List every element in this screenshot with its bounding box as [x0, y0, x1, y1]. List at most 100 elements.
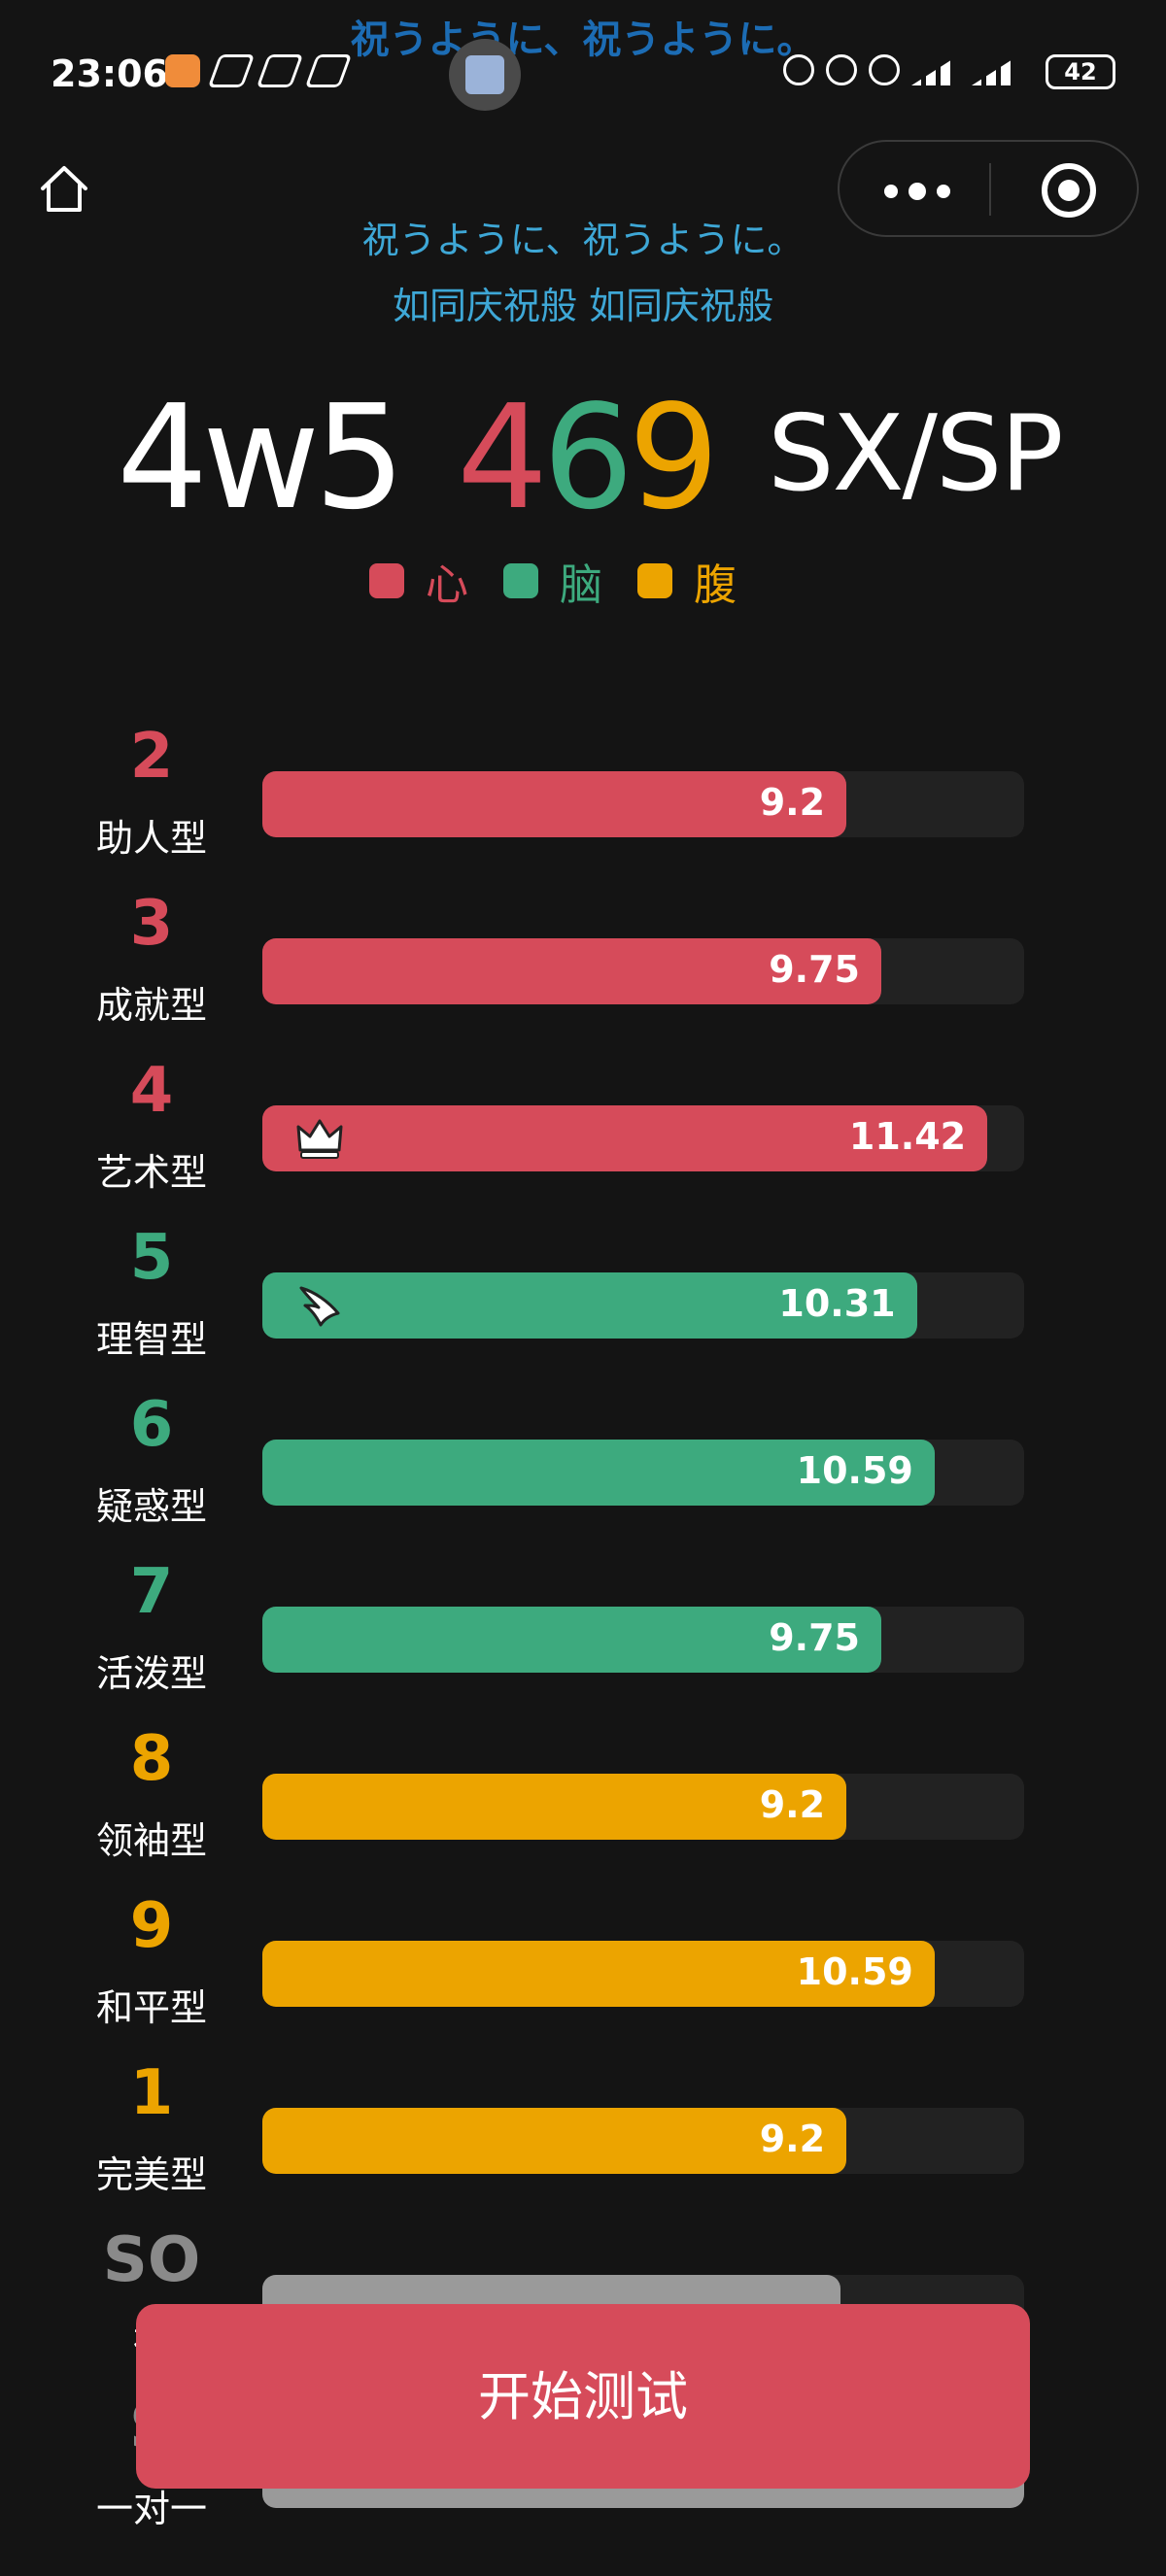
start-test-button[interactable]: 开始测试	[136, 2304, 1030, 2489]
close-miniprogram-button[interactable]	[1042, 163, 1096, 218]
app-notification-icon	[165, 54, 200, 87]
legend-swatch	[503, 563, 538, 598]
score-bar-track: 10.31	[262, 1272, 1024, 1339]
more-button[interactable]	[874, 171, 991, 210]
miniprogram-capsule	[838, 140, 1139, 237]
legend-swatch	[637, 563, 672, 598]
battery-icon: 42	[1046, 54, 1115, 89]
score-bar-fill: 10.31	[262, 1272, 917, 1339]
type-number: 6	[129, 1389, 174, 1461]
type-name: 完美型	[95, 2153, 207, 2196]
score-value: 9.2	[759, 1783, 826, 1826]
score-bar-track: 9.75	[262, 1607, 1024, 1673]
system-icons	[783, 54, 1020, 85]
type-name: 艺术型	[95, 1151, 207, 1194]
headphones-icon	[826, 54, 857, 85]
notification-icons	[165, 54, 353, 87]
tritype-digit-head: 6	[542, 374, 634, 541]
type-name: 助人型	[95, 817, 207, 860]
score-bar-fill: 9.2	[262, 1774, 847, 1840]
legend-label: 腹	[694, 560, 737, 610]
type-row: 5 理智型 10.31	[0, 1222, 1166, 1393]
crown-icon	[296, 1119, 343, 1159]
score-bar-fill: 10.59	[262, 1440, 935, 1506]
legend-heart: 心	[369, 550, 468, 612]
score-bar-fill: 11.42	[262, 1105, 988, 1171]
type-name: 和平型	[95, 1986, 207, 2029]
center-legend: 心 脑 腹	[369, 550, 737, 612]
score-bar-track: 9.75	[262, 938, 1024, 1004]
result-headline: 4w5 469 SX/SP	[0, 374, 1166, 541]
score-value: 9.2	[759, 2118, 826, 2160]
type-name: 活泼型	[95, 1652, 207, 1695]
score-bar-track: 11.42	[262, 1105, 1024, 1171]
type-row: 1 完美型 9.2	[0, 2057, 1166, 2228]
type-number: 2	[129, 721, 174, 793]
legend-swatch	[369, 563, 404, 598]
floating-lyric: 祝うように、祝うように。	[350, 17, 816, 62]
type-number: 9	[129, 1890, 174, 1962]
dot	[937, 185, 950, 198]
legend-label: 脑	[560, 560, 602, 610]
wing-icon	[299, 1286, 340, 1327]
type-name: 疑惑型	[95, 1485, 207, 1528]
score-value: 9.75	[769, 948, 860, 991]
type-row: 7 活泼型 9.75	[0, 1556, 1166, 1727]
score-value: 10.31	[778, 1282, 896, 1325]
floating-avatar-icon[interactable]	[449, 39, 521, 111]
type-name: 一对一	[95, 2488, 207, 2530]
score-value: 9.2	[759, 781, 826, 824]
score-bar-track: 9.2	[262, 771, 1024, 837]
type-number: 7	[129, 1556, 174, 1628]
type-name: 领袖型	[95, 1819, 207, 1862]
tritype-digit-gut: 9	[628, 374, 719, 541]
signal-icon	[972, 54, 1020, 85]
score-value: 11.42	[848, 1115, 967, 1158]
subtitle-cn: 如同庆祝般 如同庆祝般	[392, 285, 774, 327]
score-bar-track: 9.2	[262, 2108, 1024, 2174]
type-name: 理智型	[95, 1318, 207, 1361]
legend-head: 脑	[503, 550, 602, 612]
type-number: 1	[129, 2057, 174, 2129]
legend-gut: 腹	[637, 550, 737, 612]
score-bar-fill: 9.2	[262, 2108, 847, 2174]
score-value: 10.59	[796, 1449, 913, 1492]
instinct-stack: SX/SP	[768, 393, 1064, 515]
type-row: 4 艺术型 11.42	[0, 1055, 1166, 1226]
type-row: 9 和平型 10.59	[0, 1890, 1166, 2061]
score-bar-fill: 9.75	[262, 1607, 881, 1673]
score-value: 10.59	[796, 1950, 913, 1993]
type-row: 2 助人型 9.2	[0, 721, 1166, 892]
type-number: 5	[129, 1222, 174, 1294]
moon-icon	[869, 54, 900, 85]
dot	[884, 185, 898, 198]
legend-label: 心	[426, 560, 468, 610]
score-bar-fill: 10.59	[262, 1941, 935, 2007]
score-bar-track: 10.59	[262, 1440, 1024, 1506]
score-value: 9.75	[769, 1616, 860, 1659]
type-row: 6 疑惑型 10.59	[0, 1389, 1166, 1560]
tritype: 469	[457, 374, 720, 541]
signal-icon	[911, 54, 960, 85]
score-bar-fill: 9.2	[262, 771, 847, 837]
wing-type: 4w5	[117, 374, 405, 541]
clock: 23:06	[51, 52, 168, 95]
type-number: 4	[129, 1055, 174, 1127]
type-number: 3	[129, 888, 174, 960]
home-button[interactable]	[35, 159, 93, 218]
tritype-digit-heart: 4	[457, 374, 548, 541]
type-number: SO	[102, 2224, 201, 2296]
score-bar-track: 10.59	[262, 1941, 1024, 2007]
score-bar-fill: 9.75	[262, 938, 881, 1004]
type-row: 3 成就型 9.75	[0, 888, 1166, 1059]
type-row: 8 领袖型 9.2	[0, 1723, 1166, 1894]
subtitle-jp: 祝うように、祝うように。	[361, 219, 805, 261]
home-icon	[41, 166, 87, 212]
type-name: 成就型	[95, 984, 207, 1027]
score-bar-track: 9.2	[262, 1774, 1024, 1840]
data-saver-icon	[783, 54, 814, 85]
capsule-divider	[989, 163, 991, 216]
dot	[909, 183, 926, 200]
status-bar: 23:06 祝うように、祝うように。 42	[0, 0, 1166, 146]
type-number: 8	[129, 1723, 174, 1795]
